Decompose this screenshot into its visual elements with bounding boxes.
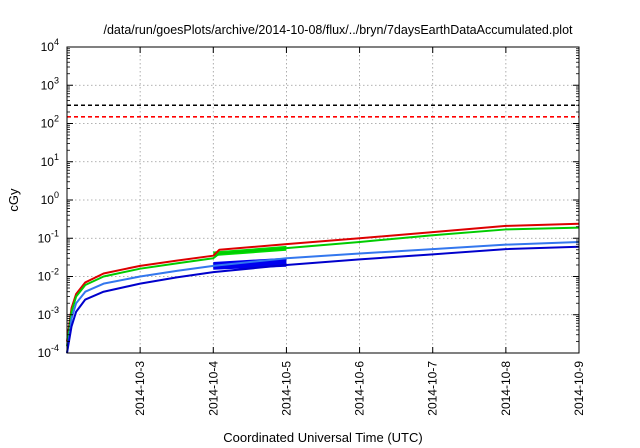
x-tick-label: 2014-10-8 <box>499 361 513 416</box>
chart-title: /data/run/goesPlots/archive/2014-10-08/f… <box>103 23 573 37</box>
series-line <box>66 240 580 354</box>
x-tick-label: 2014-10-6 <box>353 361 367 416</box>
x-tick-label: 2014-10-9 <box>572 361 586 416</box>
series-line <box>66 245 580 354</box>
y-axis-label: cGy <box>6 188 21 212</box>
y-tick-exponent: 2 <box>54 114 59 124</box>
y-tick-exponent: 0 <box>54 190 59 200</box>
reference-lines <box>67 104 579 118</box>
x-tick-label: 2014-10-4 <box>206 361 220 416</box>
y-tick-exponent: -3 <box>51 305 59 315</box>
x-axis: 2014-10-3 2014-10-4 2014-10-5 2014-10-6 2014… <box>133 47 586 416</box>
x-tick-label: 2014-10-5 <box>279 361 293 416</box>
grid <box>67 47 579 353</box>
series-line <box>66 226 580 347</box>
x-tick-label: 2014-10-7 <box>426 361 440 416</box>
x-axis-label: Coordinated Universal Time (UTC) <box>223 430 422 445</box>
y-tick-exponent: 3 <box>54 75 59 85</box>
y-tick-exponent: 1 <box>54 152 59 162</box>
y-tick-exponent: -2 <box>51 267 59 277</box>
series-lines <box>66 222 580 354</box>
x-tick-label: 2014-10-3 <box>133 361 147 416</box>
series-line <box>66 222 580 342</box>
y-tick-exponent: -4 <box>51 343 59 353</box>
y-tick-exponent: -1 <box>51 228 59 238</box>
y-tick-exponent: 4 <box>54 37 59 47</box>
